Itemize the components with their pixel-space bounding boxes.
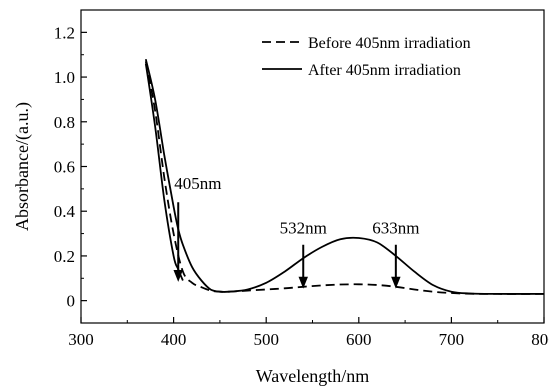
series-line-dashed-0 (144, 61, 545, 295)
y-axis-ticks: 0 0.2 0.4 0.6 0.8 1.0 1.2 (54, 23, 87, 311)
y-tick-label: 1.2 (54, 23, 75, 42)
x-tick-label: 500 (253, 330, 279, 349)
annotation-arrowhead (391, 276, 401, 289)
y-tick-label: 0 (67, 292, 76, 311)
legend-label: Before 405nm irradiation (308, 35, 471, 52)
annotation-arrowhead (173, 270, 183, 282)
y-tick-label: 0.2 (54, 247, 75, 266)
annotation-arrowhead (298, 276, 308, 289)
annotation-label: 633nm (372, 219, 419, 238)
x-tick-label: 400 (161, 330, 187, 349)
x-tick-label: 700 (439, 330, 465, 349)
annotation-label: 532nm (280, 219, 327, 238)
y-tick-label: 0.4 (54, 202, 76, 221)
x-axis-title: Wavelength/nm (256, 366, 370, 386)
x-tick-label: 300 (68, 330, 94, 349)
y-tick-label: 0.6 (54, 158, 75, 177)
x-axis-ticks: 300 400 500 600 700 800 (68, 317, 549, 349)
y-tick-label: 0.8 (54, 113, 75, 132)
annotation-label: 405nm (174, 174, 221, 193)
plot-frame (80, 9, 545, 324)
y-axis-title: Absorbance/(a.u.) (12, 102, 33, 231)
legend-label: After 405nm irradiation (308, 62, 461, 79)
annotation-layer: 405nm 532nm 633nm (173, 174, 419, 289)
x-tick-label: 800 (531, 330, 549, 349)
x-tick-label: 600 (346, 330, 372, 349)
y-tick-label: 1.0 (54, 68, 75, 87)
legend: Before 405nm irradiation After 405nm irra… (262, 35, 471, 79)
